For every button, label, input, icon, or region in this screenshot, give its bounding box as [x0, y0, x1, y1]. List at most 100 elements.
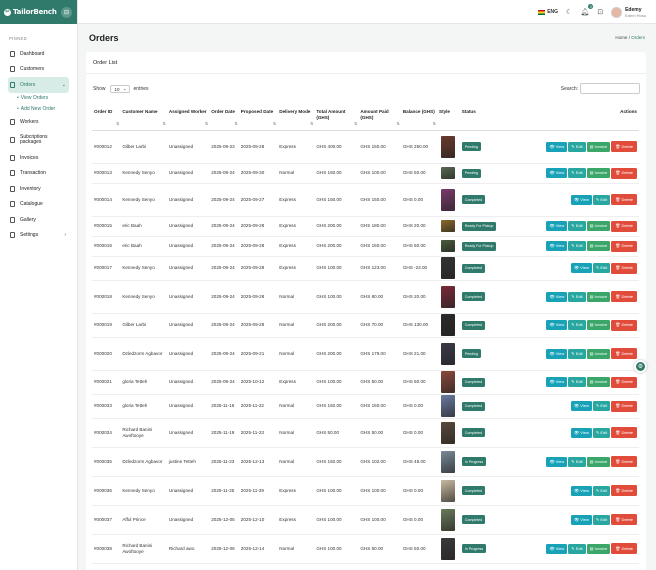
delete-button[interactable]: 🗑︎ Delete	[611, 319, 637, 331]
column-header[interactable]: Customer Name ⇅	[120, 106, 167, 131]
edit-button[interactable]: ✎ Edit	[592, 194, 611, 205]
bell-icon[interactable]: 🔔︎ 0	[580, 4, 594, 16]
sidebar-item-settings[interactable]: Settings ›	[8, 228, 69, 244]
delete-button[interactable]: 🗑︎ Delete	[611, 291, 637, 302]
sidebar-item-dashboard[interactable]: Dashboard	[8, 46, 69, 62]
edit-button[interactable]: ✎ Edit	[568, 377, 586, 387]
view-button[interactable]: 👁︎ View	[546, 377, 568, 387]
invoice-button[interactable]: ▤ Invoice	[586, 348, 611, 359]
invoice-button[interactable]: ▤ Invoice	[586, 241, 611, 251]
edit-button[interactable]: ✎ Edit	[568, 456, 586, 467]
view-button[interactable]: 👁︎ View	[546, 543, 568, 554]
edit-button[interactable]: ✎ Edit	[592, 401, 611, 411]
delete-button[interactable]: 🗑︎ Delete	[611, 262, 637, 274]
style-thumbnail[interactable]	[441, 257, 456, 279]
style-thumbnail[interactable]	[441, 342, 456, 365]
sidebar-item-gallery[interactable]: Gallery	[8, 212, 69, 228]
delete-button[interactable]: 🗑︎ Delete	[611, 543, 637, 554]
style-thumbnail[interactable]	[441, 314, 456, 336]
edit-button[interactable]: ✎ Edit	[568, 141, 586, 152]
column-header[interactable]: Balance (GHS) ⇅	[400, 106, 437, 131]
style-thumbnail[interactable]	[441, 537, 456, 560]
sidebar-item-transaction[interactable]: Transaction	[8, 166, 69, 182]
edit-button[interactable]: ✎ Edit	[568, 168, 586, 178]
column-header[interactable]: Status	[459, 106, 500, 131]
delete-button[interactable]: 🗑︎ Delete	[611, 194, 637, 205]
invoice-button[interactable]: ▤ Invoice	[586, 543, 611, 554]
view-button[interactable]: 👁︎ View	[546, 221, 568, 231]
invoice-button[interactable]: ▤ Invoice	[586, 377, 611, 387]
style-thumbnail[interactable]	[441, 167, 456, 179]
search-input[interactable]	[580, 83, 640, 94]
delete-button[interactable]: 🗑︎ Delete	[611, 240, 637, 252]
view-button[interactable]: 👁︎ View	[546, 168, 568, 178]
edit-button[interactable]: ✎ Edit	[568, 291, 586, 302]
column-header[interactable]: Total Amount (GHS) ⇅	[314, 106, 359, 131]
breadcrumb-home[interactable]: Home	[615, 35, 628, 40]
column-header[interactable]: Order ID ⇅	[92, 106, 121, 131]
delete-button[interactable]: 🗑︎ Delete	[611, 456, 637, 467]
edit-button[interactable]: ✎ Edit	[592, 485, 611, 496]
view-button[interactable]: 👁︎ View	[546, 320, 568, 330]
delete-button[interactable]: 🗑︎ Delete	[611, 514, 637, 525]
view-button[interactable]: 👁︎ View	[546, 241, 568, 251]
column-header[interactable]: Delivery Mode ⇅	[277, 106, 315, 131]
sidebar-item-customers[interactable]: Customers	[8, 62, 69, 78]
view-button[interactable]: 👁︎ View	[546, 141, 568, 152]
style-thumbnail[interactable]	[441, 421, 456, 444]
delete-button[interactable]: 🗑︎ Delete	[611, 167, 637, 179]
moon-icon[interactable]: ☾	[566, 9, 573, 16]
sidebar-item-orders[interactable]: Orders ⌄	[8, 77, 69, 93]
entries-select[interactable]: 10 ⌄	[109, 85, 130, 93]
view-button[interactable]: 👁︎ View	[546, 348, 568, 359]
invoice-button[interactable]: ▤ Invoice	[586, 291, 611, 302]
delete-button[interactable]: 🗑︎ Delete	[611, 376, 637, 388]
delete-button[interactable]: 🗑︎ Delete	[611, 348, 637, 359]
style-thumbnail[interactable]	[441, 220, 456, 232]
submenu-add-new-order[interactable]: Add New Order	[17, 104, 69, 115]
sidebar-item-subscriptions[interactable]: Subcriptions packages	[8, 130, 69, 150]
sidebar-item-invoices[interactable]: Invoices	[8, 150, 69, 166]
sidebar-item-catalogue[interactable]: Catalogue	[8, 197, 69, 213]
style-thumbnail[interactable]	[441, 508, 456, 531]
delete-button[interactable]: 🗑︎ Delete	[611, 485, 637, 496]
view-button[interactable]: 👁︎ View	[571, 514, 592, 525]
style-thumbnail[interactable]	[441, 450, 456, 473]
edit-button[interactable]: ✎ Edit	[568, 221, 586, 231]
style-thumbnail[interactable]	[441, 240, 456, 252]
view-button[interactable]: 👁︎ View	[571, 401, 592, 411]
style-thumbnail[interactable]	[441, 285, 456, 308]
style-thumbnail[interactable]	[441, 371, 456, 393]
invoice-button[interactable]: ▤ Invoice	[586, 456, 611, 467]
edit-button[interactable]: ✎ Edit	[568, 241, 586, 251]
delete-button[interactable]: 🗑︎ Delete	[611, 220, 637, 232]
style-thumbnail[interactable]	[441, 135, 456, 158]
edit-button[interactable]: ✎ Edit	[592, 514, 611, 525]
settings-fab-button[interactable]: ⚙	[634, 360, 647, 373]
delete-button[interactable]: 🗑︎ Delete	[611, 427, 637, 438]
column-header[interactable]: Proposed Date ⇅	[238, 106, 278, 131]
style-thumbnail[interactable]	[441, 479, 456, 502]
language-selector[interactable]: ENG	[547, 9, 559, 15]
submenu-view-orders[interactable]: View Orders	[17, 93, 69, 104]
column-header[interactable]: Amount Paid (GHS) ⇅	[358, 106, 401, 131]
invoice-button[interactable]: ▤ Invoice	[586, 141, 611, 152]
view-button[interactable]: 👁︎ View	[571, 485, 592, 496]
apps-icon[interactable]: ⊡	[597, 9, 604, 16]
invoice-button[interactable]: ▤ Invoice	[586, 168, 611, 178]
edit-button[interactable]: ✎ Edit	[592, 427, 611, 438]
sidebar-item-workers[interactable]: Workers	[8, 115, 69, 131]
delete-button[interactable]: 🗑︎ Delete	[611, 400, 637, 412]
view-button[interactable]: 👁︎ View	[571, 427, 592, 438]
edit-button[interactable]: ✎ Edit	[592, 263, 611, 273]
sidebar-item-inventory[interactable]: Inventory	[8, 181, 69, 197]
column-header[interactable]: Assigned Worker ⇅	[166, 106, 210, 131]
invoice-button[interactable]: ▤ Invoice	[586, 221, 611, 231]
invoice-button[interactable]: ▤ Invoice	[586, 320, 611, 330]
style-thumbnail[interactable]	[441, 395, 456, 417]
view-button[interactable]: 👁︎ View	[571, 194, 592, 205]
sidebar-toggle-button[interactable]: ⊟	[61, 6, 72, 18]
view-button[interactable]: 👁︎ View	[546, 291, 568, 302]
user-menu[interactable]: Edemy Edem Hosu	[625, 7, 646, 18]
avatar[interactable]	[611, 6, 623, 18]
